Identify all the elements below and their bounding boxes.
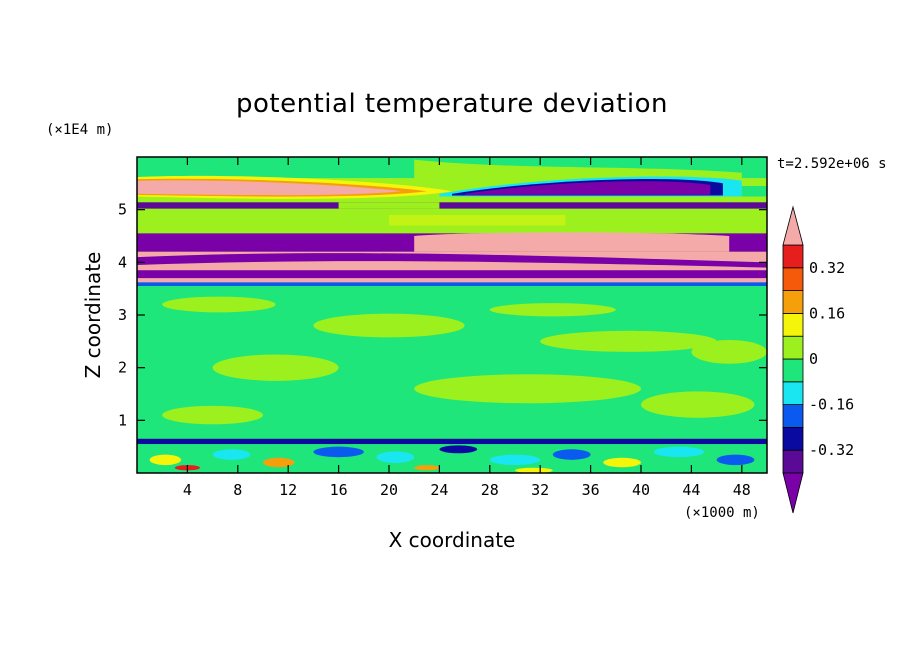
colorbar-extend-bottom [782, 472, 804, 514]
x-tick-label-40: 40 [632, 481, 650, 499]
streak-purple-2 [137, 270, 767, 279]
y-tick-label-1: 1 [118, 411, 127, 429]
body-patch-lime-2 [540, 330, 717, 352]
bottom-patch-2 [263, 457, 295, 468]
x-tick-label-44: 44 [682, 481, 700, 499]
chart-title: potential temperature deviation [236, 89, 668, 119]
x-tick-label-32: 32 [531, 481, 549, 499]
y-unit-label: (×1E4 m) [46, 122, 113, 138]
lens-pink [137, 180, 402, 196]
colorbar-bin-7 [782, 290, 804, 314]
colorbar-label-1: 0.16 [809, 304, 845, 322]
x-tick-label-4: 4 [183, 481, 192, 499]
colorbar-bin-9 [782, 244, 804, 269]
bottom-patch-9 [653, 446, 704, 458]
lens-purple [464, 181, 711, 195]
colorbar-bin-2 [782, 404, 804, 428]
x-tick-label-8: 8 [233, 481, 242, 499]
contour-field [137, 157, 767, 473]
right-edge-green [741, 185, 767, 197]
x-tick-label-24: 24 [430, 481, 448, 499]
colorbar-bin-6 [782, 312, 804, 337]
colorbar-label-4: -0.32 [809, 441, 854, 459]
x-tick-label-12: 12 [279, 481, 297, 499]
body-patch-lime-1 [313, 313, 465, 338]
colorbar-label-0: 0.32 [809, 259, 845, 277]
body-patch-lime-3 [212, 354, 339, 381]
y-tick-label-3: 3 [118, 306, 127, 324]
band-purple-line [137, 202, 767, 209]
bottom-patch-4 [376, 451, 415, 463]
colorbar-bin-4 [782, 358, 804, 383]
y-tick-label-5: 5 [118, 201, 127, 219]
body-patch-lime-8 [691, 340, 767, 364]
band-top-lime [414, 159, 742, 179]
x-axis-label: X coordinate [389, 528, 516, 552]
bottom-patch-1 [212, 449, 251, 460]
x-tick-label-48: 48 [733, 481, 751, 499]
bottom-patch-13 [515, 467, 553, 473]
body-patch-lime-4 [414, 374, 641, 404]
colorbar-label-2: 0 [809, 350, 818, 368]
band-upper-pink [414, 232, 730, 252]
body-patch-lime-0 [162, 296, 276, 313]
y-axis: 1 2 3 4 5 [118, 201, 767, 429]
band-bottom-navy [137, 438, 767, 445]
band-mid-yellow [389, 214, 566, 226]
x-tick-label-20: 20 [380, 481, 398, 499]
bottom-patch-0 [149, 454, 182, 466]
x-tick-label-16: 16 [330, 481, 348, 499]
bottom-patch-3 [313, 446, 364, 458]
y-tick-label-4: 4 [118, 253, 127, 271]
bottom-patch-8 [603, 457, 641, 468]
gap-lime [338, 202, 440, 209]
colorbar-label-3: -0.16 [809, 396, 854, 414]
body-patch-lime-7 [489, 303, 616, 317]
colorbar-extend-top [782, 205, 804, 246]
bottom-patch-12 [414, 465, 440, 471]
colorbar-bin-5 [782, 335, 804, 360]
streak-blue [137, 282, 767, 287]
colorbar: 0.32 0.16 0 -0.16 -0.32 [782, 205, 854, 514]
body-patch-lime-5 [641, 391, 755, 418]
x-unit-label: (×1000 m) [684, 505, 760, 521]
x-axis: 4 8 12 16 20 24 28 32 36 40 44 48 [183, 157, 751, 499]
bottom-patch-7 [552, 449, 591, 460]
time-label: t=2.592e+06 s [777, 156, 887, 172]
y-axis-label: Z coordinate [81, 252, 105, 379]
x-tick-label-36: 36 [582, 481, 600, 499]
band-mid-lime [137, 209, 767, 234]
body-patch-lime-6 [162, 405, 263, 425]
streak-purple-1 [137, 253, 767, 268]
x-tick-label-28: 28 [481, 481, 499, 499]
colorbar-bin-0 [782, 449, 804, 474]
bottom-patch-5 [439, 445, 478, 454]
y-tick-label-2: 2 [118, 359, 127, 377]
colorbar-bin-1 [782, 426, 804, 451]
colorbar-bin-3 [782, 381, 804, 405]
bottom-patch-10 [716, 454, 755, 466]
bottom-patch-6 [489, 454, 541, 466]
colorbar-bin-8 [782, 267, 804, 291]
